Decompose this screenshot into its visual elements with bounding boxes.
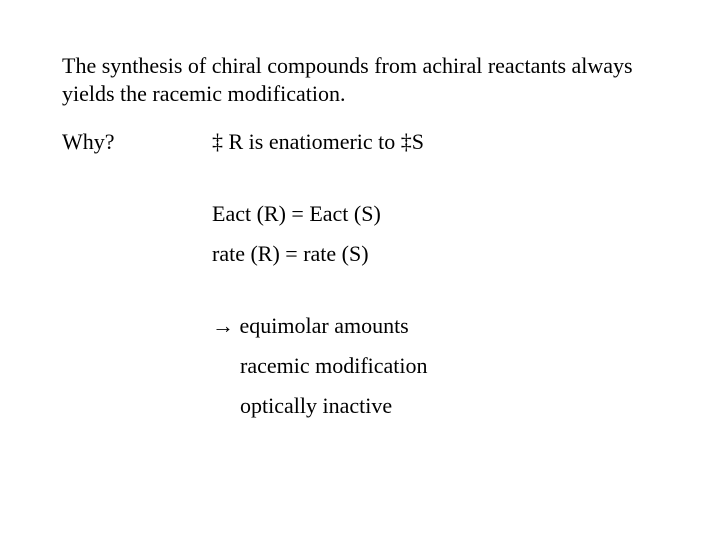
- why-row: Why? ‡ R is enatiomeric to ‡S Eact (R) =…: [62, 129, 662, 433]
- statement-text: The synthesis of chiral compounds from a…: [62, 52, 662, 107]
- eact-line: Eact (R) = Eact (S): [212, 201, 662, 227]
- transition-state-line: ‡ R is enatiomeric to ‡S: [212, 129, 662, 155]
- arrow-line: → equimolar amounts: [212, 313, 662, 339]
- racemic-line: racemic modification: [212, 353, 662, 379]
- why-label: Why?: [62, 129, 212, 433]
- optical-line: optically inactive: [212, 393, 662, 419]
- rate-line: rate (R) = rate (S): [212, 241, 662, 267]
